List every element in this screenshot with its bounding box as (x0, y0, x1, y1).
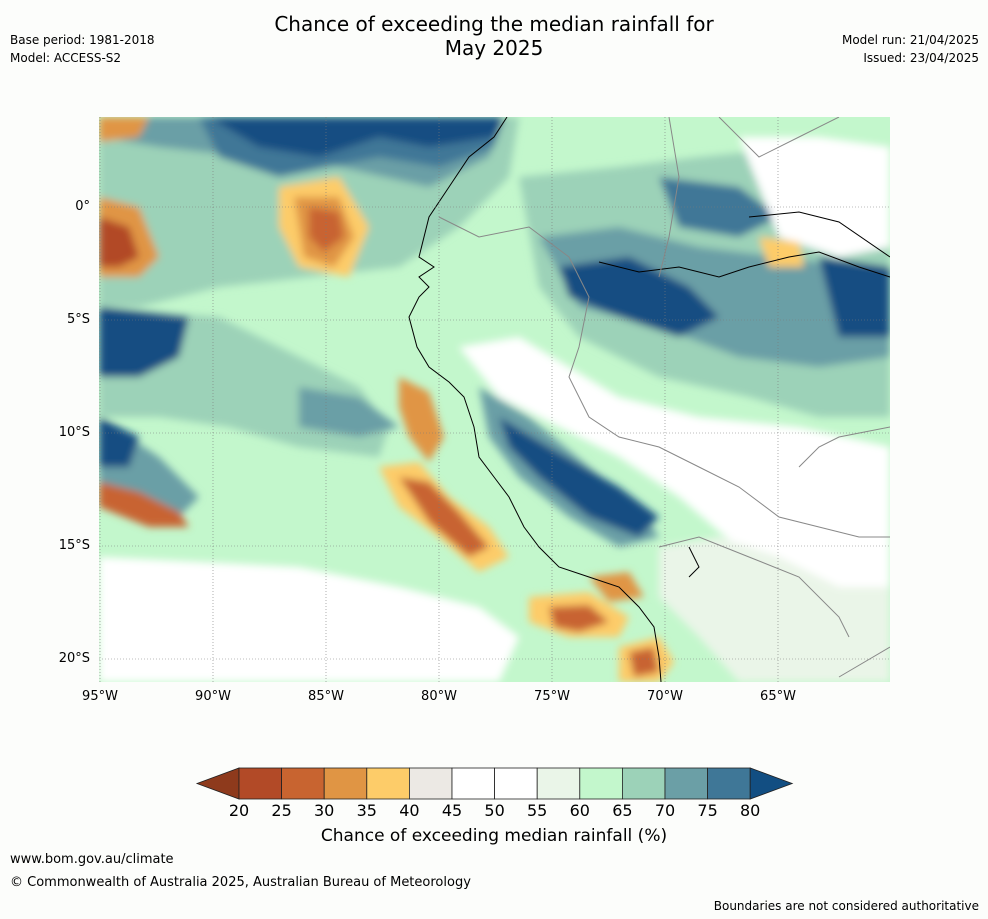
lon-label-80w: 80°W (421, 689, 457, 704)
website-link[interactable]: www.bom.gov.au/climate (10, 852, 174, 867)
rainfall-probability-map (99, 117, 890, 682)
colorbar-tick-label: 20 (228, 801, 250, 820)
base-period: Base period: 1981-2018 (10, 33, 155, 47)
model-info: Base period: 1981-2018 Model: ACCESS-S2 (10, 31, 155, 67)
boundary-disclaimer: Boundaries are not considered authoritat… (713, 899, 979, 913)
colorbar-label: Chance of exceeding median rainfall (%) (320, 826, 668, 846)
probability-contours (99, 117, 890, 682)
colorbar-tick-label: 60 (569, 801, 590, 820)
lon-label-75w: 75°W (534, 689, 570, 704)
lat-label-15s: 15°S (58, 538, 90, 553)
lon-label-70w: 70°W (647, 689, 683, 704)
colorbar-tick-label: 50 (484, 801, 505, 820)
colorbar-cell (281, 767, 325, 800)
colorbar-tick-label: 75 (697, 801, 718, 820)
colorbar-cells (195, 767, 794, 800)
colorbar-tick-label: 70 (654, 801, 676, 820)
colorbar-tick-label: 25 (271, 801, 292, 820)
country-borders (438, 117, 890, 678)
colorbar-tick-label: 80 (740, 801, 761, 820)
lat-label-10s: 10°S (58, 425, 90, 440)
map-title: Chance of exceeding the median rainfall … (0, 12, 988, 60)
colorbar-cell (323, 767, 368, 800)
colorbar-extend-low (195, 767, 240, 800)
copyright-notice: © Commonwealth of Australia 2025, Austra… (10, 875, 471, 890)
lon-label-90w: 90°W (195, 689, 231, 704)
colorbar-cell (579, 767, 623, 800)
run-info: Model run: 21/04/2025 Issued: 23/04/2025 (842, 31, 979, 67)
colorbar-tick-label: 35 (356, 801, 377, 820)
colorbar-cell (451, 767, 495, 800)
colorbar (195, 767, 794, 800)
lon-label-85w: 85°W (308, 689, 344, 704)
colorbar-cell (707, 767, 751, 800)
lat-label-20s: 20°S (58, 651, 90, 666)
colorbar-cell (494, 767, 538, 800)
model-name: Model: ACCESS-S2 (10, 51, 122, 65)
issued-date: Issued: 23/04/2025 (863, 51, 979, 65)
title-line-1: Chance of exceeding the median rainfall … (274, 12, 714, 36)
title-line-2: May 2025 (444, 36, 544, 60)
colorbar-cell (408, 767, 453, 800)
graticule (99, 117, 890, 682)
lon-label-95w: 95°W (82, 689, 118, 704)
lat-label-0: 0° (75, 199, 90, 214)
model-run-date: Model run: 21/04/2025 (841, 33, 979, 47)
colorbar-tick-label: 30 (314, 801, 335, 820)
lon-label-65w: 65°W (760, 689, 796, 704)
colorbar-cell (664, 767, 708, 800)
colorbar-cell (536, 767, 581, 800)
colorbar-tick-label: 45 (441, 801, 463, 820)
colorbar-cell (238, 767, 282, 800)
colorbar-cell (366, 767, 410, 800)
lat-label-5s: 5°S (66, 312, 90, 327)
colorbar-tick-label: 55 (527, 801, 548, 820)
colorbar-tick-label: 65 (612, 801, 633, 820)
colorbar-cell (621, 767, 666, 800)
colorbar-tick-label: 40 (399, 801, 420, 820)
coastline (408, 117, 890, 682)
colorbar-extend-high (749, 767, 794, 800)
